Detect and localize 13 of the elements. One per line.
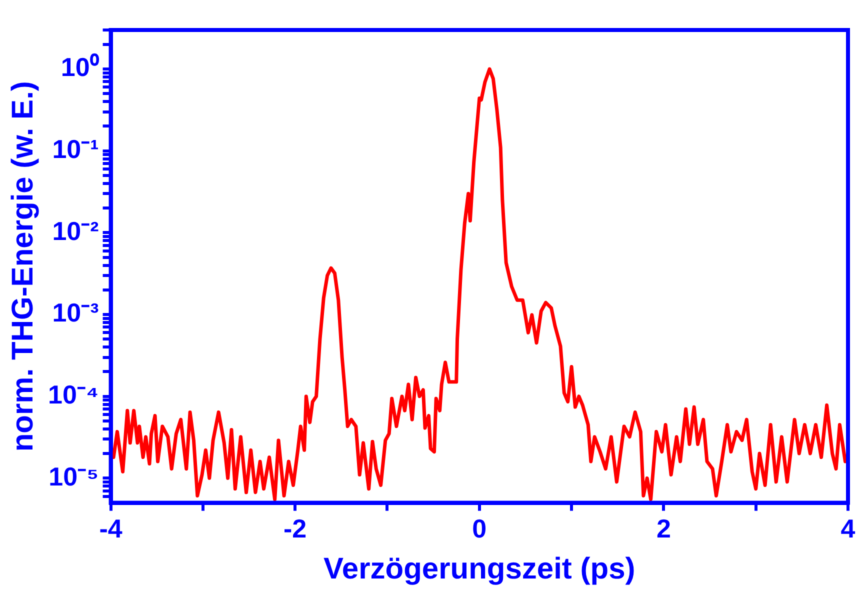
y-tick-label: 10⁻² — [52, 216, 100, 246]
y-tick-label: 10⁻³ — [52, 298, 100, 328]
y-tick-label: 10⁻⁵ — [48, 461, 99, 492]
x-tick-label: 4 — [840, 514, 856, 544]
x-tick-label: 2 — [656, 514, 671, 544]
x-tick-label: -4 — [99, 514, 123, 544]
y-tick-label: 10⁻¹ — [52, 134, 99, 164]
x-axis-title: Verzögerungszeit (ps) — [324, 552, 636, 586]
y-axis-title: norm. THG-Energie (w. E.) — [6, 81, 40, 452]
x-tick-label: 0 — [472, 514, 487, 544]
y-tick-label: 10⁻⁴ — [48, 380, 99, 410]
x-tick-label: -2 — [284, 514, 307, 544]
y-tick-label: 10⁰ — [60, 52, 100, 82]
